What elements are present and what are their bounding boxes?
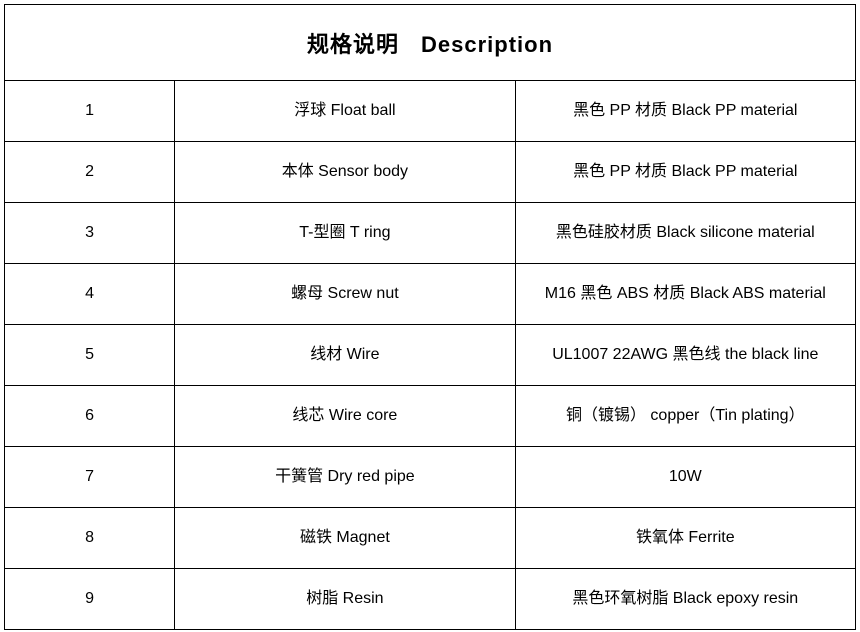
spec-table: 规格说明 Description 1 浮球 Float ball 黑色 PP 材质… xyxy=(4,4,856,630)
cell-spec: UL1007 22AWG 黑色线 the black line xyxy=(515,325,855,386)
cell-no: 2 xyxy=(5,142,175,203)
table-row: 8 磁铁 Magnet 铁氧体 Ferrite xyxy=(5,508,856,569)
cell-spec: 10W xyxy=(515,447,855,508)
cell-no: 6 xyxy=(5,386,175,447)
cell-name: 干簧管 Dry red pipe xyxy=(175,447,515,508)
cell-spec: M16 黑色 ABS 材质 Black ABS material xyxy=(515,264,855,325)
cell-no: 7 xyxy=(5,447,175,508)
cell-spec: 黑色 PP 材质 Black PP material xyxy=(515,81,855,142)
cell-spec: 黑色环氧树脂 Black epoxy resin xyxy=(515,569,855,630)
cell-spec: 黑色 PP 材质 Black PP material xyxy=(515,142,855,203)
cell-name: 本体 Sensor body xyxy=(175,142,515,203)
cell-spec: 铁氧体 Ferrite xyxy=(515,508,855,569)
title-row: 规格说明 Description xyxy=(5,5,856,81)
table-row: 9 树脂 Resin 黑色环氧树脂 Black epoxy resin xyxy=(5,569,856,630)
cell-no: 3 xyxy=(5,203,175,264)
cell-name: 树脂 Resin xyxy=(175,569,515,630)
title-cn: 规格说明 xyxy=(307,32,399,57)
title-en: Description xyxy=(421,32,553,57)
cell-no: 1 xyxy=(5,81,175,142)
table-row: 6 线芯 Wire core 铜（镀锡） copper（Tin plating） xyxy=(5,386,856,447)
table-row: 7 干簧管 Dry red pipe 10W xyxy=(5,447,856,508)
cell-name: 磁铁 Magnet xyxy=(175,508,515,569)
cell-name: 线芯 Wire core xyxy=(175,386,515,447)
cell-no: 4 xyxy=(5,264,175,325)
cell-name: 线材 Wire xyxy=(175,325,515,386)
cell-no: 8 xyxy=(5,508,175,569)
cell-name: 螺母 Screw nut xyxy=(175,264,515,325)
cell-spec: 黑色硅胶材质 Black silicone material xyxy=(515,203,855,264)
cell-no: 5 xyxy=(5,325,175,386)
table-row: 2 本体 Sensor body 黑色 PP 材质 Black PP mater… xyxy=(5,142,856,203)
cell-spec: 铜（镀锡） copper（Tin plating） xyxy=(515,386,855,447)
table-row: 1 浮球 Float ball 黑色 PP 材质 Black PP materi… xyxy=(5,81,856,142)
table-title: 规格说明 Description xyxy=(5,5,856,81)
cell-name: T-型圈 T ring xyxy=(175,203,515,264)
table-row: 4 螺母 Screw nut M16 黑色 ABS 材质 Black ABS m… xyxy=(5,264,856,325)
cell-no: 9 xyxy=(5,569,175,630)
table-row: 3 T-型圈 T ring 黑色硅胶材质 Black silicone mate… xyxy=(5,203,856,264)
table-row: 5 线材 Wire UL1007 22AWG 黑色线 the black lin… xyxy=(5,325,856,386)
cell-name: 浮球 Float ball xyxy=(175,81,515,142)
